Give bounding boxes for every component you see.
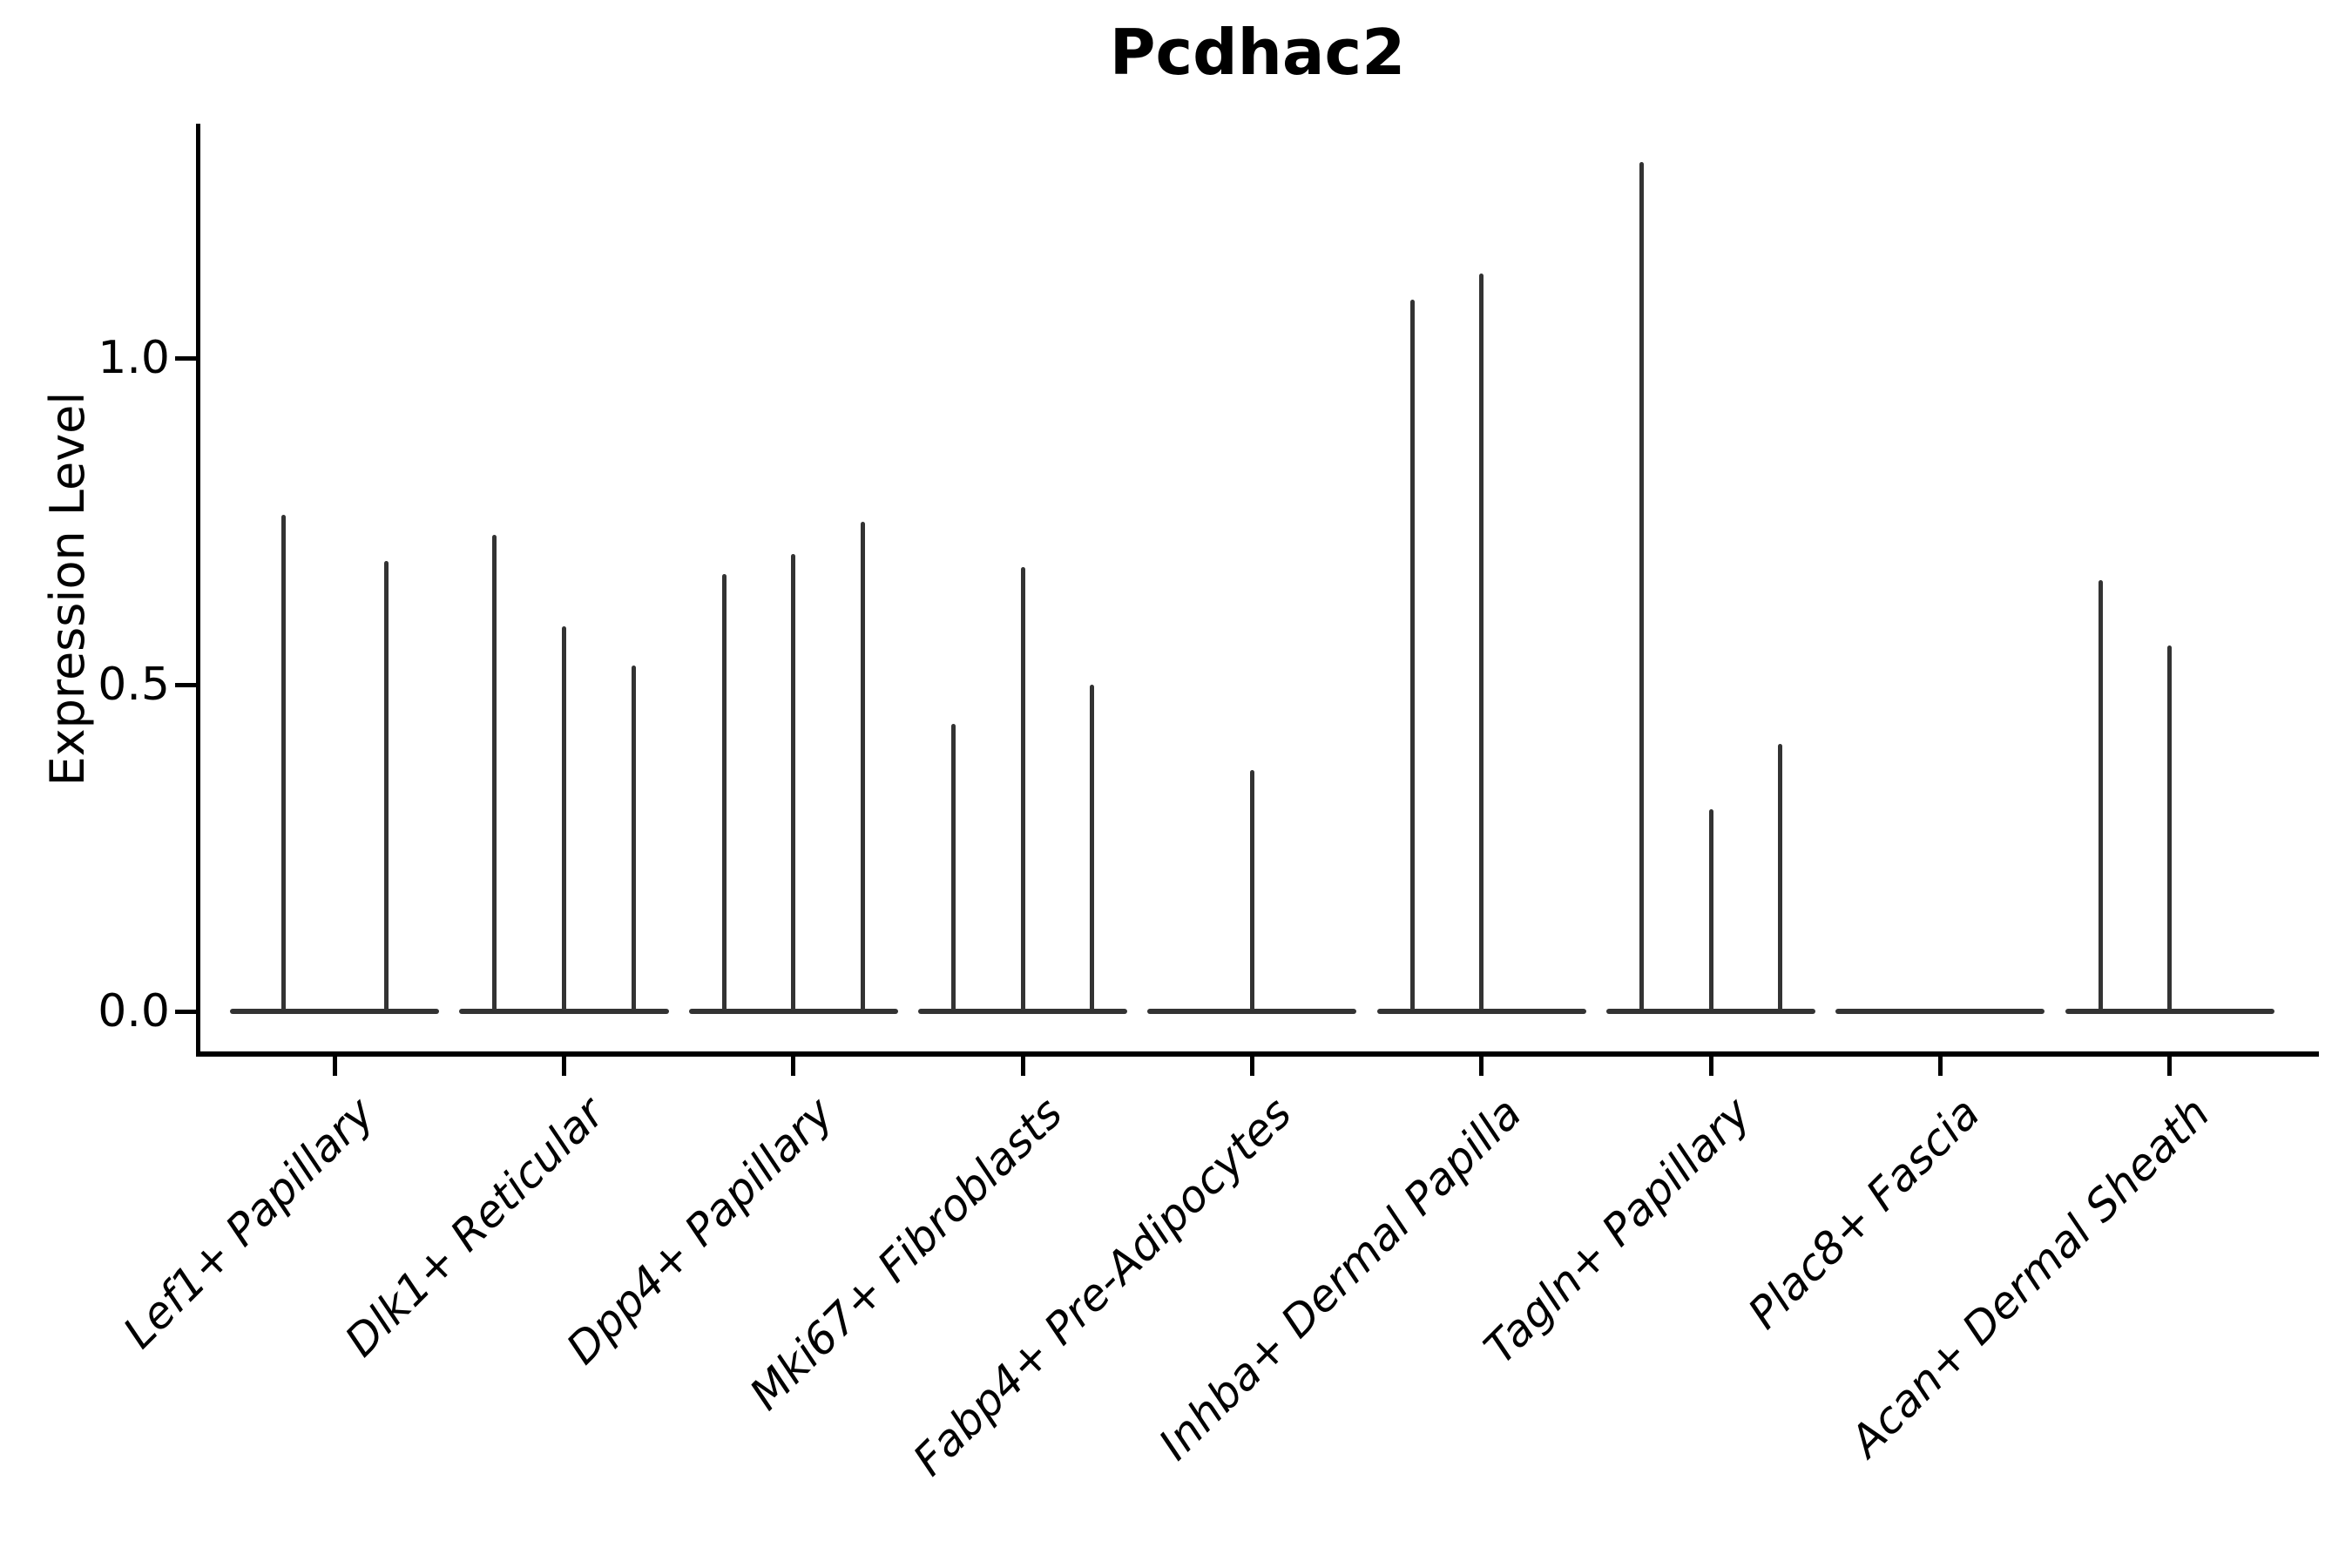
- x-tick-mark: [1249, 1057, 1254, 1076]
- violin-spike: [1409, 299, 1415, 1013]
- violin-baseline: [230, 1009, 440, 1014]
- x-tick-mark: [1937, 1057, 1943, 1076]
- y-tick-label: 0.0: [98, 985, 170, 1037]
- violin-spike: [951, 724, 956, 1013]
- violin-spike: [1249, 769, 1254, 1013]
- x-tick-label: Plac8+ Fascia: [1739, 1087, 1990, 1339]
- violin-spike: [383, 560, 389, 1013]
- violin-spike: [1479, 273, 1484, 1013]
- y-tick-mark: [175, 1009, 196, 1014]
- y-tick-mark: [175, 682, 196, 687]
- violin-spike: [2098, 580, 2103, 1013]
- x-tick-mark: [332, 1057, 337, 1076]
- violin-spike: [860, 521, 865, 1013]
- x-tick-mark: [1020, 1057, 1025, 1076]
- x-tick-label: Mki67+ Fibroblasts: [740, 1087, 1072, 1420]
- x-tick-mark: [2167, 1057, 2173, 1076]
- x-tick-mark: [791, 1057, 796, 1076]
- violin-spike: [1708, 808, 1713, 1013]
- x-tick-mark: [1708, 1057, 1713, 1076]
- violin-spike: [1778, 743, 1783, 1013]
- violin-spike: [791, 554, 796, 1013]
- violin-spike: [2167, 645, 2173, 1013]
- x-tick-mark: [562, 1057, 566, 1076]
- x-tick-label: Acan+ Dermal Sheath: [1840, 1087, 2220, 1467]
- y-tick-label: 1.0: [98, 332, 170, 384]
- x-tick-label: Dlk1+ Reticular: [335, 1087, 614, 1367]
- violin-spike: [721, 573, 727, 1013]
- violin-spike: [562, 625, 566, 1013]
- violin-spike: [631, 665, 636, 1013]
- violin-spike: [281, 515, 287, 1013]
- plot-title: Pcdhac2: [1109, 16, 1406, 89]
- left-spine: [196, 124, 200, 1057]
- bottom-spine: [196, 1051, 2319, 1057]
- violin-spike: [492, 534, 497, 1013]
- y-tick-label: 0.5: [98, 659, 170, 711]
- y-tick-mark: [175, 355, 196, 361]
- violin-spike: [1090, 685, 1095, 1013]
- x-tick-label: Fabp4+ Pre-Adipocytes: [903, 1087, 1302, 1486]
- x-tick-label: Inhba+ Dermal Papilla: [1148, 1087, 1531, 1470]
- x-tick-mark: [1479, 1057, 1484, 1076]
- x-tick-label: Tagln+ Papillary: [1474, 1087, 1761, 1374]
- violin-spike: [1639, 162, 1644, 1013]
- violin-baseline: [1835, 1009, 2045, 1014]
- violin-spike: [1020, 567, 1025, 1013]
- x-tick-label: Dpp4+ Papillary: [557, 1087, 843, 1375]
